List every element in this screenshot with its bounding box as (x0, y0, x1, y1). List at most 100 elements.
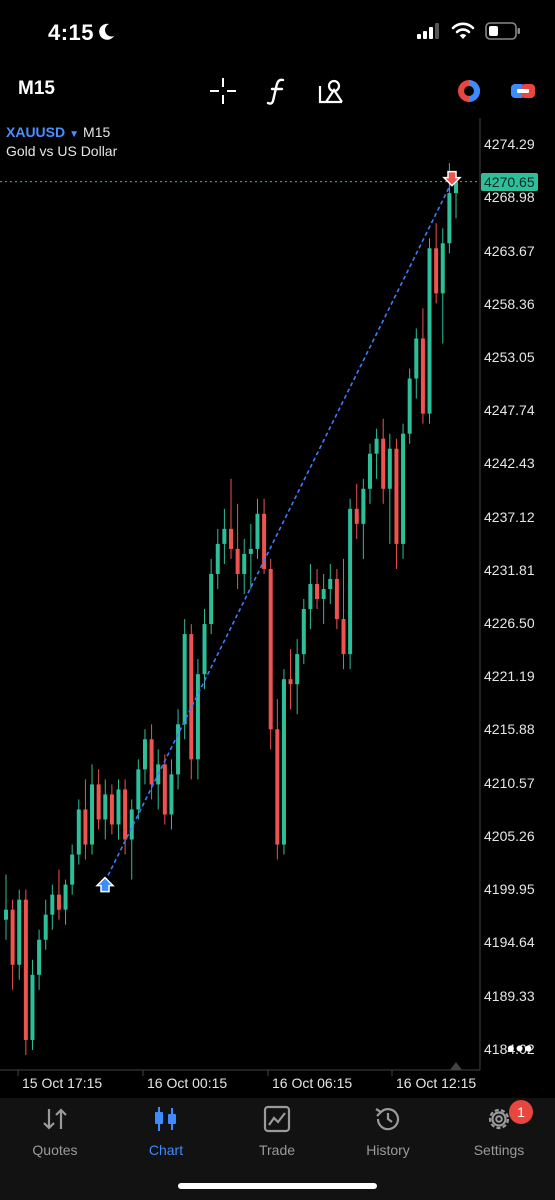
chart-area[interactable]: XAUUSD ▼ M15 Gold vs US Dollar 4274.29 4268… (0, 118, 555, 1098)
trade-chart-icon (263, 1105, 291, 1133)
home-indicator (178, 1183, 377, 1189)
buy-arrow-icon[interactable] (95, 876, 115, 893)
candle-body (367, 453, 372, 489)
candle-body (116, 789, 121, 825)
candlestick-chart[interactable] (0, 118, 555, 1098)
tab-trade[interactable]: Trade (227, 1104, 327, 1160)
candle-body (103, 794, 108, 820)
candle-body (229, 528, 233, 549)
price-label: 4221.19 (484, 668, 535, 685)
candle-body (215, 543, 220, 574)
candle-body (63, 884, 68, 910)
time-label: 15 Oct 17:15 (22, 1075, 103, 1091)
chain-link-icon[interactable] (508, 76, 538, 106)
candle-body (222, 528, 227, 544)
price-label: 4274.29 (484, 136, 535, 153)
tab-settings[interactable]: Settings 1 (449, 1100, 549, 1160)
price-label: 4199.95 (484, 881, 535, 898)
candle-body (440, 243, 445, 294)
price-label: 4242.43 (484, 455, 535, 472)
candle-body (288, 679, 293, 685)
candle-body (281, 679, 286, 845)
tab-label: History (366, 1142, 410, 1158)
candle-body (37, 939, 42, 975)
candle-body (189, 634, 194, 760)
candle-body (354, 508, 359, 524)
candle-body (454, 181, 458, 194)
candle-body (169, 774, 174, 815)
candle-body (129, 809, 134, 840)
price-label: 4226.50 (484, 615, 535, 632)
price-label: 4247.74 (484, 402, 535, 419)
candles-icon (155, 1107, 176, 1131)
more-options-icon[interactable]: ••• (507, 1036, 534, 1061)
price-label: 4237.12 (484, 508, 535, 525)
symbol-name[interactable]: XAUUSD (6, 124, 66, 140)
sell-arrow-icon[interactable] (442, 170, 462, 187)
candle-body (195, 674, 200, 760)
price-label: 4258.36 (484, 295, 535, 312)
candle-body (301, 609, 306, 655)
current-price-badge: 4270.65 (481, 172, 538, 191)
symbol-selector[interactable]: XAUUSD ▼ M15 (6, 124, 110, 140)
candle-body (109, 794, 114, 825)
candle-body (341, 619, 346, 655)
tab-chart[interactable]: Chart (116, 1104, 216, 1160)
tab-label: Trade (258, 1142, 296, 1158)
status-time: 4:15 (48, 20, 95, 45)
sync-icon[interactable] (454, 76, 484, 106)
time-label: 16 Oct 06:15 (272, 1075, 353, 1091)
caret-down-icon[interactable]: ▼ (69, 129, 80, 140)
candle-body (321, 588, 326, 600)
candle-body (30, 974, 35, 1040)
quotes-arrows-icon (43, 1108, 67, 1130)
candle-body (70, 854, 75, 885)
chart-timeframe: M15 (83, 124, 111, 140)
candle-body (381, 438, 386, 489)
candle-body (328, 578, 333, 589)
tab-history[interactable]: History (338, 1104, 438, 1160)
price-label: 4189.33 (484, 987, 535, 1004)
candle-body (334, 578, 339, 620)
candle-body (235, 548, 240, 574)
candle-body (76, 809, 81, 855)
candle-body (43, 914, 48, 940)
candle-body (255, 513, 260, 549)
candle-body (83, 809, 88, 845)
timeframe-button[interactable]: M15 (18, 78, 55, 99)
candle-body (4, 909, 8, 920)
tab-quotes[interactable]: Quotes (5, 1104, 105, 1160)
status-bar: 4:15 (0, 0, 555, 62)
battery-icon (485, 22, 520, 40)
candle-body (248, 548, 253, 554)
settings-gear-icon (488, 1108, 510, 1130)
candle-body (374, 438, 379, 454)
candle-body (242, 553, 247, 574)
candle-body (308, 583, 313, 610)
candle-body (50, 894, 55, 915)
objects-icon[interactable] (316, 76, 346, 106)
time-label: 16 Oct 12:15 (396, 1075, 477, 1091)
candle-body (149, 739, 154, 785)
candle-body (447, 193, 452, 244)
price-label: 4194.64 (484, 934, 535, 951)
tab-label: Quotes (32, 1142, 78, 1158)
scroll-end-icon[interactable] (450, 1062, 462, 1070)
symbol-description: Gold vs US Dollar (6, 143, 118, 159)
trade-line (104, 181, 453, 882)
chart-toolbar: M15 (0, 62, 555, 118)
candle-body (315, 583, 320, 600)
cellular-signal-icon (417, 23, 439, 39)
candle-body (275, 729, 280, 845)
price-label: 4231.81 (484, 561, 535, 578)
indicator-f-icon[interactable] (263, 76, 293, 106)
candle-body (401, 433, 406, 544)
candle-body (202, 624, 207, 675)
price-label: 4263.67 (484, 242, 535, 259)
history-clock-icon (375, 1108, 400, 1131)
wifi-icon (451, 22, 475, 39)
candle-body (348, 508, 353, 655)
crosshair-icon[interactable] (208, 76, 238, 106)
candle-body (123, 789, 128, 840)
tab-label: Settings (473, 1142, 525, 1158)
